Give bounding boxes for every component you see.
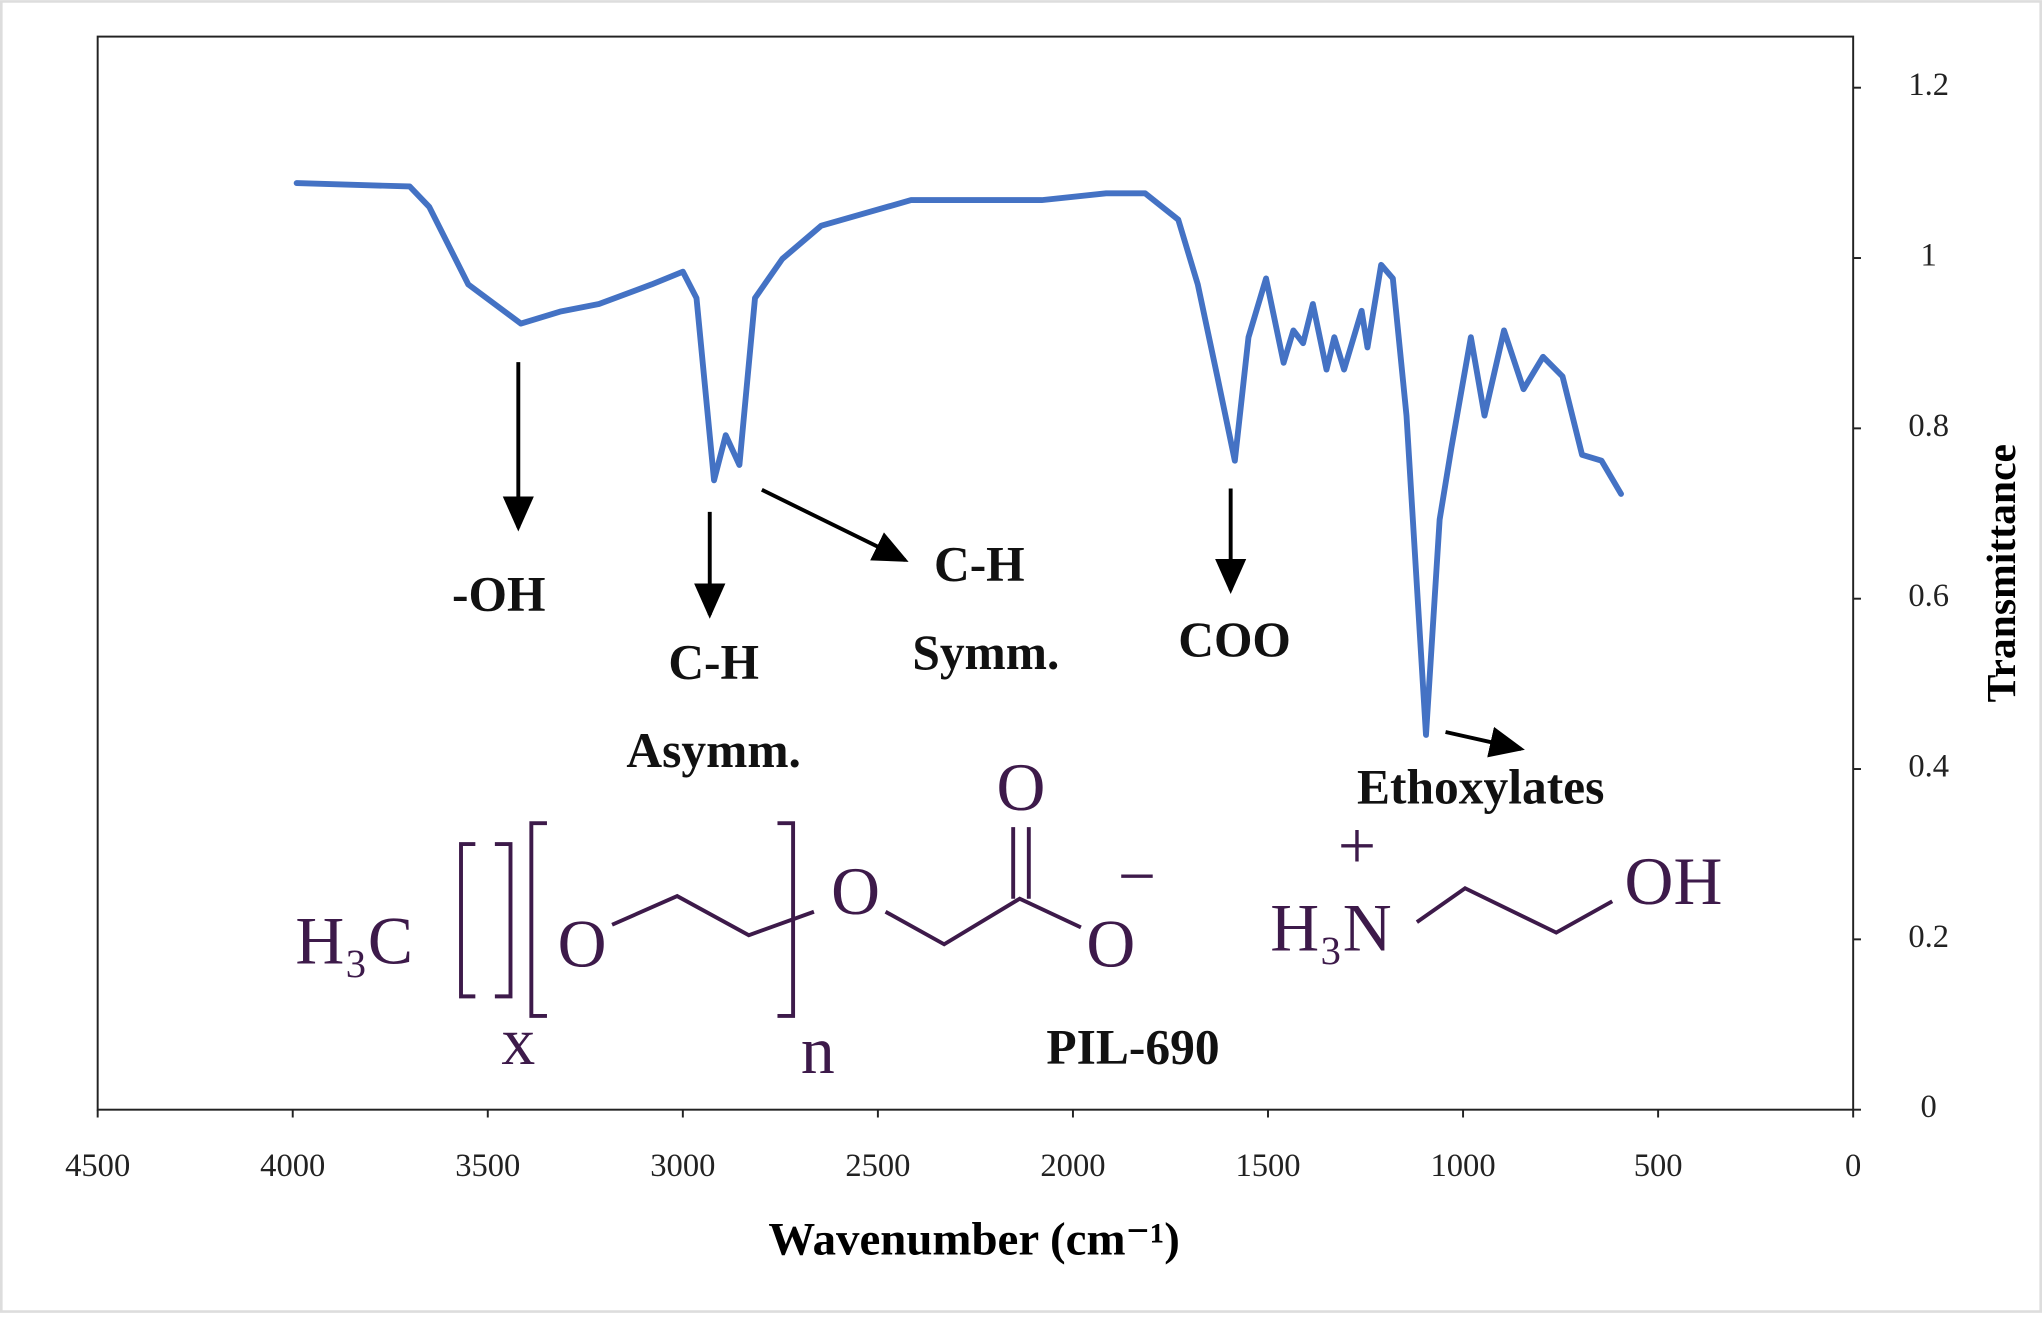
structure-label: x: [501, 1004, 535, 1079]
x-tick-label: 4000: [260, 1148, 325, 1184]
arrows: [502, 362, 1525, 758]
plot-frame: [96, 35, 1855, 1111]
annotation: Symm.: [912, 625, 1059, 680]
x-tick-label: 3500: [455, 1148, 520, 1184]
annotation: Ethoxylates: [1357, 759, 1604, 814]
bond: [611, 893, 815, 938]
y-tick-label: 0.4: [1908, 748, 1949, 784]
bond: [884, 896, 1082, 947]
x-tick-label: 1000: [1431, 1148, 1496, 1184]
y-tick-label: 0.8: [1908, 408, 1949, 444]
x-tick-label: 4500: [65, 1148, 130, 1184]
x-tick-label: 3000: [650, 1148, 715, 1184]
y-tick-label: 0.2: [1908, 919, 1949, 955]
structure-label: H₃C: [295, 904, 413, 979]
x-axis-label: Wavenumber (cm⁻¹): [768, 1214, 1180, 1266]
arrow: [760, 488, 909, 562]
structure-label: O: [1086, 906, 1135, 981]
structure-label: OH: [1625, 844, 1723, 919]
x-tick-label: 1500: [1235, 1148, 1300, 1184]
y-tick-label: 0.6: [1908, 578, 1949, 614]
y-tick-label: 1.2: [1908, 67, 1949, 103]
annotation: C-H: [934, 537, 1025, 592]
y-axis-label: Transmittance: [1979, 444, 2025, 702]
bond: [1415, 886, 1614, 935]
structure-label: O: [997, 750, 1046, 825]
y-tick-label: 0: [1921, 1089, 1937, 1125]
annotation: C-H: [668, 634, 759, 689]
arrow: [1445, 726, 1525, 758]
structure-bonds: [459, 821, 1614, 1018]
annotation: -OH: [452, 567, 545, 622]
structure-label: −: [1118, 839, 1156, 914]
bracket: [529, 821, 547, 1018]
annotation: Asymm.: [626, 723, 801, 778]
x-tick-label: 0: [1845, 1148, 1861, 1184]
spectrum-line: [293, 180, 1624, 738]
structure-label: +: [1338, 809, 1376, 884]
structure-label: O: [831, 854, 880, 929]
x-tick-label: 500: [1634, 1148, 1683, 1184]
annotation: PIL-690: [1046, 1020, 1219, 1075]
bracket: [494, 842, 513, 999]
double-bond: [1011, 827, 1031, 899]
structure-label: O: [558, 906, 607, 981]
annotation: COO: [1178, 612, 1291, 667]
structure-label: n: [801, 1013, 835, 1088]
x-tick-label: 2000: [1040, 1148, 1105, 1184]
structure-label: H₃N: [1270, 891, 1391, 966]
bracket: [459, 842, 476, 999]
y-tick-label: 1: [1921, 237, 1937, 273]
x-tick-label: 2500: [845, 1148, 910, 1184]
